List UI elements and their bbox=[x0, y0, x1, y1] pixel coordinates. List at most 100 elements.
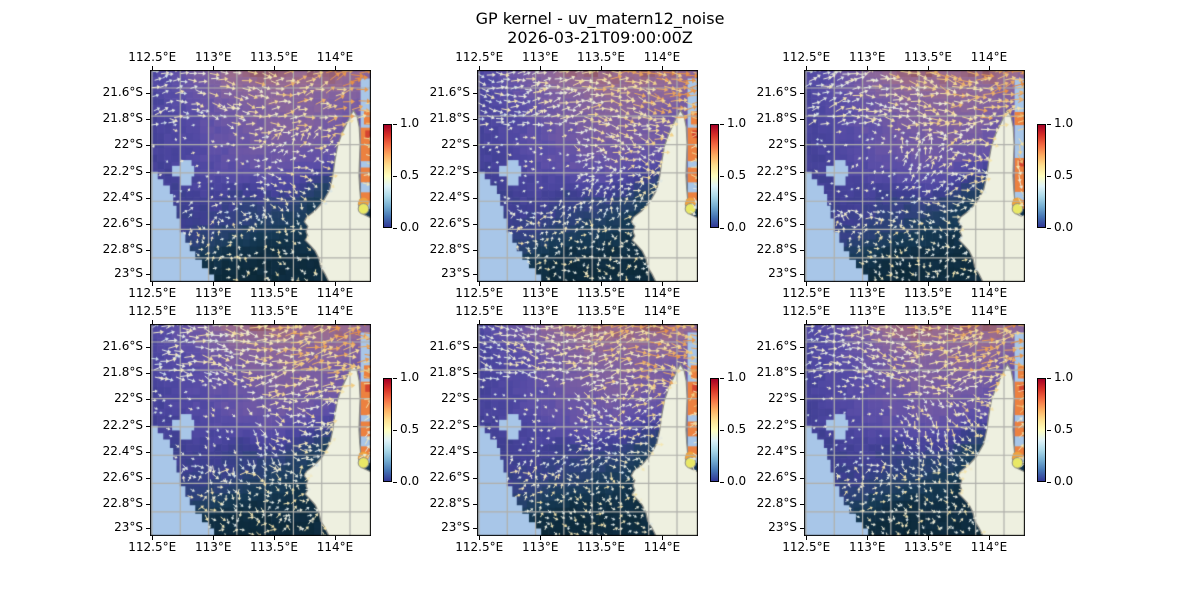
colorbar-tickmark bbox=[393, 430, 397, 431]
y-tickmark bbox=[146, 373, 150, 375]
y-tick-label-r2c1-3: 22.2°S bbox=[102, 417, 143, 432]
x-tickmark bbox=[988, 536, 990, 540]
colorbar-tick-label-r2c3-1: 0.5 bbox=[1054, 422, 1074, 436]
y-tickmark bbox=[473, 223, 477, 225]
colorbar-tick-label-r2c2-0: 1.0 bbox=[727, 370, 747, 384]
x-tick-label-r1c1-3: 114°E bbox=[316, 50, 354, 64]
x-tick-label-r2c3-1: 113°E bbox=[848, 304, 886, 318]
y-tick-label-r1c1-1: 21.8°S bbox=[102, 111, 143, 126]
colorbar-r1c1 bbox=[383, 124, 392, 228]
y-tick-label-r2c1-4: 22.4°S bbox=[102, 443, 143, 458]
y-tick-label-r2c2-5: 22.6°S bbox=[429, 469, 470, 484]
y-tickmark bbox=[146, 223, 150, 225]
colorbar-tickmark bbox=[720, 430, 724, 431]
y-tickmark bbox=[800, 223, 804, 225]
y-tick-label-r1c1-0: 21.6°S bbox=[102, 85, 143, 100]
y-tickmark bbox=[800, 93, 804, 95]
x-tick-label-r2c1-2: 113.5°E bbox=[250, 540, 298, 554]
y-tick-label-r2c3-0: 21.6°S bbox=[756, 339, 797, 354]
y-tick-label-r1c1-5: 22.6°S bbox=[102, 215, 143, 230]
x-tick-label-r1c2-2: 113.5°E bbox=[577, 286, 625, 300]
x-tickmark bbox=[213, 66, 215, 70]
y-tickmark bbox=[800, 347, 804, 349]
y-tickmark bbox=[146, 503, 150, 505]
y-tickmark bbox=[146, 93, 150, 95]
colorbar-tick-label-r1c1-2: 0.0 bbox=[400, 220, 420, 234]
y-tickmark bbox=[473, 119, 477, 121]
colorbar-tick-label-r1c1-1: 0.5 bbox=[400, 168, 420, 182]
x-tick-label-r2c3-2: 113.5°E bbox=[904, 304, 952, 318]
colorbar-tick-label-r2c3-0: 1.0 bbox=[1054, 370, 1074, 384]
y-tick-label-r1c2-4: 22.4°S bbox=[429, 189, 470, 204]
colorbar-tickmark bbox=[720, 176, 724, 177]
y-tickmark bbox=[800, 477, 804, 479]
y-tick-label-r2c1-2: 22°S bbox=[114, 391, 143, 406]
figure-title: GP kernel - uv_matern12_noise bbox=[475, 9, 725, 28]
y-tick-label-r2c2-3: 22.2°S bbox=[429, 417, 470, 432]
y-tick-label-r1c3-4: 22.4°S bbox=[756, 189, 797, 204]
y-tick-label-r2c2-0: 21.6°S bbox=[429, 339, 470, 354]
x-tickmark bbox=[661, 536, 663, 540]
y-tickmark bbox=[473, 171, 477, 173]
colorbar-tickmark bbox=[393, 228, 397, 229]
x-tick-label-r2c3-0: 112.5°E bbox=[782, 304, 831, 318]
y-tickmark bbox=[473, 399, 477, 401]
y-tickmark bbox=[473, 347, 477, 349]
x-tick-label-r2c1-2: 113.5°E bbox=[250, 304, 298, 318]
x-tick-label-r1c3-2: 113.5°E bbox=[904, 50, 952, 64]
map-canvas-r1c1 bbox=[150, 70, 371, 282]
y-tickmark bbox=[146, 347, 150, 349]
y-tickmark bbox=[473, 93, 477, 95]
y-tick-label-r2c2-7: 23°S bbox=[441, 520, 470, 535]
x-tick-label-r2c3-3: 114°E bbox=[970, 304, 1008, 318]
x-tick-label-r2c2-3: 114°E bbox=[643, 304, 681, 318]
colorbar-tickmark bbox=[1047, 124, 1051, 125]
x-tickmark bbox=[661, 320, 663, 324]
x-tickmark bbox=[213, 282, 215, 286]
x-tickmark bbox=[988, 320, 990, 324]
x-tickmark bbox=[152, 66, 154, 70]
x-tickmark bbox=[334, 282, 336, 286]
x-tickmark bbox=[334, 320, 336, 324]
colorbar-tickmark bbox=[393, 176, 397, 177]
x-tick-label-r1c3-3: 114°E bbox=[970, 286, 1008, 300]
x-tickmark bbox=[988, 282, 990, 286]
x-tick-label-r1c3-3: 114°E bbox=[970, 50, 1008, 64]
y-tick-label-r2c2-6: 22.8°S bbox=[429, 495, 470, 510]
y-tickmark bbox=[473, 477, 477, 479]
x-tickmark bbox=[273, 320, 275, 324]
y-tickmark bbox=[473, 373, 477, 375]
map-canvas-r1c3 bbox=[804, 70, 1025, 282]
y-tick-label-r2c1-5: 22.6°S bbox=[102, 469, 143, 484]
x-tickmark bbox=[540, 66, 542, 70]
x-tickmark bbox=[867, 282, 869, 286]
x-tickmark bbox=[867, 66, 869, 70]
colorbar-tick-label-r1c3-2: 0.0 bbox=[1054, 220, 1074, 234]
y-tickmark bbox=[146, 197, 150, 199]
x-tickmark bbox=[927, 282, 929, 286]
y-tick-label-r2c1-7: 23°S bbox=[114, 520, 143, 535]
x-tick-label-r2c3-3: 114°E bbox=[970, 540, 1008, 554]
y-tick-label-r1c2-1: 21.8°S bbox=[429, 111, 470, 126]
colorbar-r2c3 bbox=[1037, 378, 1046, 482]
y-tick-label-r2c3-3: 22.2°S bbox=[756, 417, 797, 432]
colorbar-tick-label-r2c2-1: 0.5 bbox=[727, 422, 747, 436]
colorbar-r2c1 bbox=[383, 378, 392, 482]
y-tick-label-r2c2-2: 22°S bbox=[441, 391, 470, 406]
x-tick-label-r2c1-1: 113°E bbox=[194, 540, 232, 554]
map-canvas-r2c2 bbox=[477, 324, 698, 536]
x-tickmark bbox=[927, 320, 929, 324]
y-tickmark bbox=[146, 528, 150, 530]
x-tick-label-r2c1-1: 113°E bbox=[194, 304, 232, 318]
colorbar-tick-label-r1c2-2: 0.0 bbox=[727, 220, 747, 234]
x-tick-label-r2c1-3: 114°E bbox=[316, 304, 354, 318]
colorbar-tick-label-r1c1-0: 1.0 bbox=[400, 116, 420, 130]
colorbar-tick-label-r1c2-1: 0.5 bbox=[727, 168, 747, 182]
x-tick-label-r1c2-0: 112.5°E bbox=[455, 286, 504, 300]
x-tick-label-r1c2-3: 114°E bbox=[643, 50, 681, 64]
y-tick-label-r2c2-4: 22.4°S bbox=[429, 443, 470, 458]
y-tick-label-r1c1-4: 22.4°S bbox=[102, 189, 143, 204]
x-tick-label-r2c2-2: 113.5°E bbox=[577, 304, 625, 318]
y-tickmark bbox=[800, 171, 804, 173]
